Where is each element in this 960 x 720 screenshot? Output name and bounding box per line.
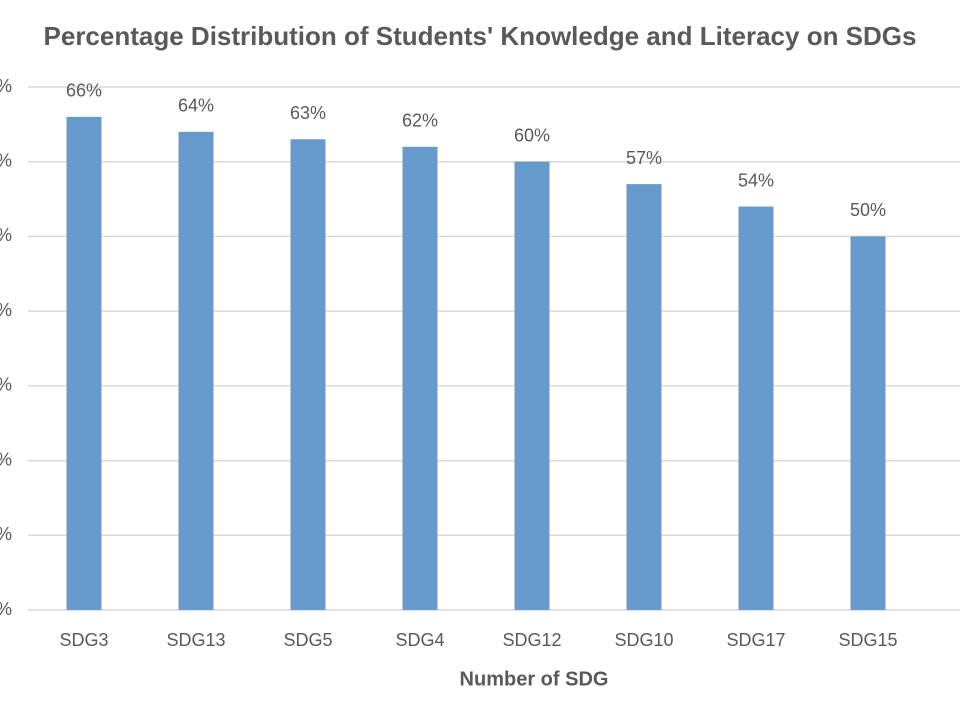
data-label: 63% xyxy=(290,103,326,123)
data-label: 50% xyxy=(850,200,886,220)
bar xyxy=(626,184,662,610)
bar xyxy=(402,146,438,610)
data-label: 54% xyxy=(738,170,774,190)
bar xyxy=(738,206,774,611)
x-tick-label: SDG4 xyxy=(395,630,444,650)
bar xyxy=(66,116,102,610)
x-tick-label: SDG17 xyxy=(726,630,785,650)
y-tick-label: 10% xyxy=(0,524,12,544)
y-tick-label: 70% xyxy=(0,76,12,96)
x-axis-title: Number of SDG xyxy=(460,668,609,690)
y-tick-label: 40% xyxy=(0,300,12,320)
x-tick-label: SDG3 xyxy=(59,630,108,650)
bar xyxy=(850,236,886,610)
x-tick-label: SDG5 xyxy=(283,630,332,650)
y-tick-label: 0% xyxy=(0,599,12,619)
x-tick-label: SDG10 xyxy=(614,630,673,650)
bar xyxy=(290,139,326,611)
data-label: 62% xyxy=(402,111,438,131)
data-label: 60% xyxy=(514,125,550,145)
bar xyxy=(514,161,550,610)
y-tick-label: 60% xyxy=(0,150,12,170)
data-label: 64% xyxy=(178,96,214,116)
data-label: 66% xyxy=(66,81,102,101)
bar xyxy=(178,131,214,611)
data-label: 57% xyxy=(626,148,662,168)
y-tick-label: 30% xyxy=(0,375,12,395)
x-tick-label: SDG15 xyxy=(838,630,897,650)
y-tick-label: 50% xyxy=(0,225,12,245)
x-tick-label: SDG13 xyxy=(166,630,225,650)
x-tick-label: SDG12 xyxy=(502,630,561,650)
chart-title: Percentage Distribution of Students' Kno… xyxy=(44,21,917,51)
y-tick-label: 20% xyxy=(0,449,12,469)
